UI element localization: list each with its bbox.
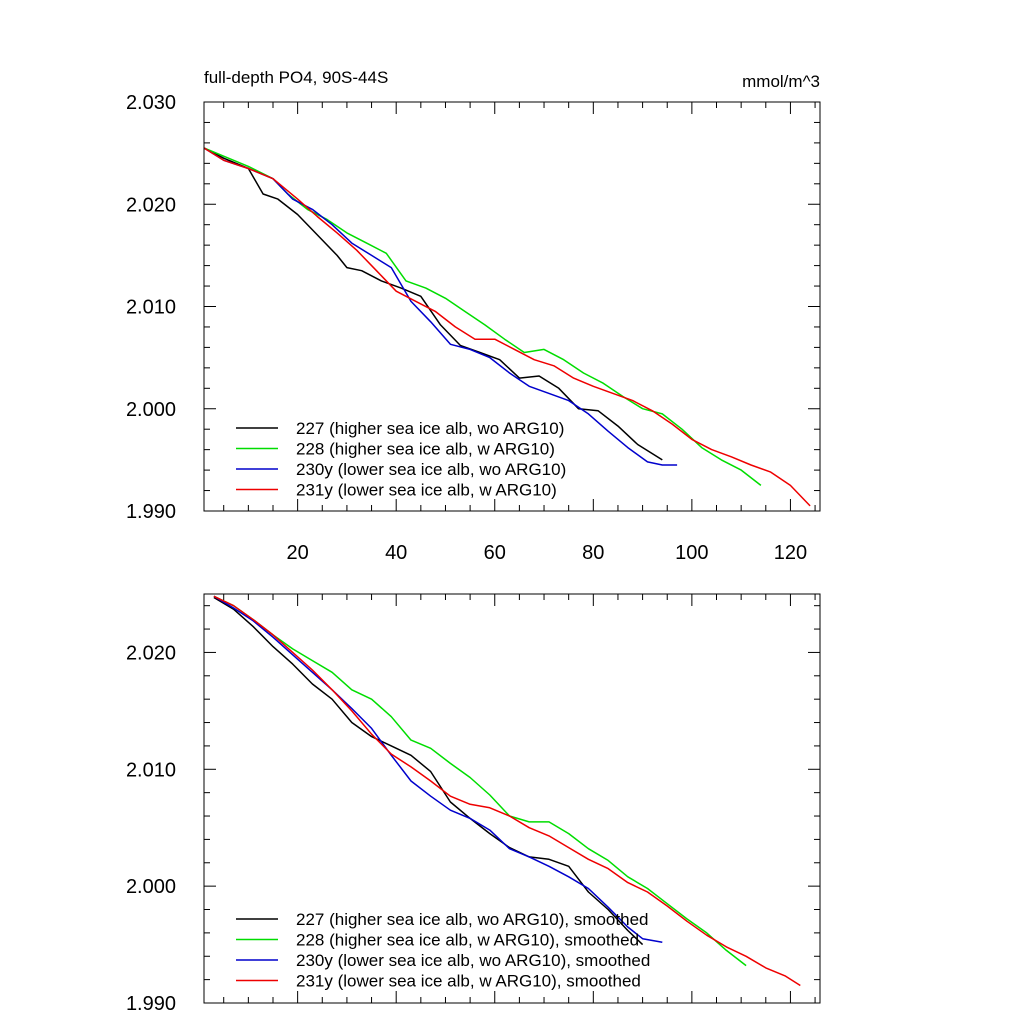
tick-marks — [204, 594, 820, 1004]
legend: 227 (higher sea ice alb, wo ARG10), smoo… — [236, 910, 650, 991]
x-tick-label: 40 — [385, 542, 407, 564]
legend-label: 231y (lower sea ice alb, w ARG10) — [296, 481, 557, 500]
plot-frame — [203, 593, 821, 1004]
x-tick-label: 80 — [582, 542, 604, 564]
series-lines — [213, 595, 801, 987]
series-line-0 — [203, 147, 663, 461]
series-line-1 — [203, 147, 762, 486]
y-tick-label: 2.000 — [126, 876, 176, 898]
legend-label: 230y (lower sea ice alb, wo ARG10) — [296, 460, 566, 479]
series-line-3 — [213, 595, 801, 987]
series-line-3 — [203, 147, 811, 507]
legend-label: 231y (lower sea ice alb, w ARG10), smoot… — [296, 972, 641, 991]
y-tick-label: 1.990 — [126, 993, 176, 1015]
y-tick-label: 1.990 — [126, 501, 176, 523]
y-tick-label: 2.030 — [126, 92, 176, 114]
legend-label: 228 (higher sea ice alb, w ARG10), smoot… — [296, 931, 639, 950]
series-line-2 — [213, 595, 663, 943]
legend-label: 230y (lower sea ice alb, wo ARG10), smoo… — [296, 951, 650, 970]
legend-label: 227 (higher sea ice alb, wo ARG10) — [296, 419, 564, 438]
x-tick-label: 100 — [675, 542, 708, 564]
series-line-0 — [213, 596, 644, 946]
series-lines — [203, 147, 811, 507]
x-tick-label: 60 — [484, 542, 506, 564]
legend: 227 (higher sea ice alb, wo ARG10) 228 (h… — [236, 419, 566, 500]
legend-label: 227 (higher sea ice alb, wo ARG10), smoo… — [296, 910, 648, 929]
units-label: mmol/m^3 — [742, 72, 820, 91]
bottom-panel: 1.990 2.000 2.010 2.020 227 (higher sea ice… — [126, 593, 821, 1015]
y-tick-label: 2.020 — [126, 194, 176, 216]
y-tick-label: 2.010 — [126, 297, 176, 319]
x-tick-label: 120 — [774, 542, 807, 564]
tick-marks — [204, 101, 820, 512]
y-tick-label: 2.020 — [126, 642, 176, 664]
plot-frame — [203, 101, 821, 512]
top-panel: full-depth PO4, 90S-44S mmol/m^3 1.990 2.… — [126, 68, 821, 564]
x-tick-label: 20 — [287, 542, 309, 564]
series-line-2 — [203, 147, 678, 466]
y-tick-labels: 1.990 2.000 2.010 2.020 2.030 — [126, 92, 176, 523]
chart-title: full-depth PO4, 90S-44S — [204, 68, 388, 87]
y-tick-label: 2.000 — [126, 399, 176, 421]
series-line-1 — [213, 595, 747, 967]
y-tick-labels: 1.990 2.000 2.010 2.020 — [126, 642, 176, 1015]
y-tick-label: 2.010 — [126, 759, 176, 781]
legend-label: 228 (higher sea ice alb, w ARG10) — [296, 440, 555, 459]
x-tick-labels: 20 40 60 80 100 120 — [287, 542, 808, 564]
